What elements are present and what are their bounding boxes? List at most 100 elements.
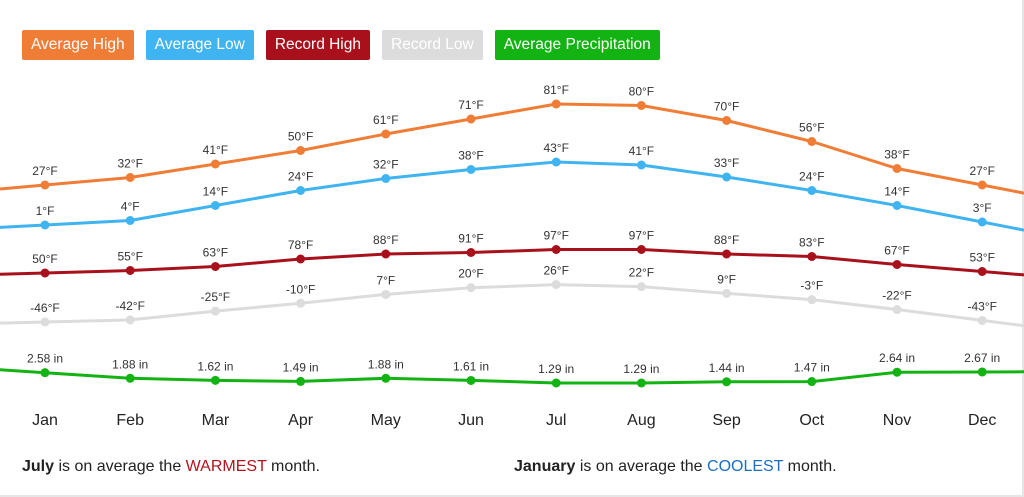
data-label-avg-low: 33°F [714, 156, 739, 170]
data-point-avg-high[interactable] [892, 164, 902, 173]
data-point-avg-low[interactable] [40, 220, 50, 230]
data-point-record-high[interactable] [722, 249, 732, 259]
x-tick-label: Aug [627, 412, 655, 429]
data-label-avg-low: 14°F [884, 185, 909, 199]
data-point-avg-high[interactable] [296, 146, 306, 155]
data-point-avg-low[interactable] [722, 172, 732, 182]
data-point-record-low[interactable] [722, 288, 732, 298]
data-point-avg-precip[interactable] [636, 378, 646, 388]
data-point-record-high[interactable] [466, 248, 476, 257]
data-label-avg-low: 32°F [373, 158, 398, 172]
data-point-record-low[interactable] [210, 306, 220, 316]
data-label-record-low: -43°F [967, 299, 996, 313]
data-label-avg-high: 32°F [117, 157, 142, 171]
data-label-avg-high: 56°F [799, 121, 824, 135]
warmest-text: is on average the [54, 458, 186, 475]
data-point-record-low[interactable] [466, 283, 476, 293]
data-point-record-high[interactable] [40, 268, 50, 278]
data-point-avg-precip[interactable] [807, 377, 817, 387]
data-point-avg-high[interactable] [466, 114, 476, 124]
x-tick-label: Feb [116, 412, 144, 429]
data-point-record-low[interactable] [381, 289, 391, 299]
data-point-avg-high[interactable] [125, 173, 135, 182]
data-point-avg-low[interactable] [892, 201, 902, 210]
legend-average-high[interactable]: Average High [22, 30, 134, 60]
series-line-avg-precip [0, 368, 1024, 385]
data-point-record-high[interactable] [892, 260, 902, 269]
data-label-record-high: 63°F [203, 246, 228, 260]
data-label-record-high: 97°F [543, 229, 568, 243]
series-line-avg-low [0, 160, 1024, 232]
x-tick-label: Jul [546, 412, 566, 429]
data-point-avg-precip[interactable] [892, 367, 902, 377]
data-point-avg-low[interactable] [466, 165, 476, 174]
data-point-avg-low[interactable] [210, 201, 220, 210]
data-label-record-high: 83°F [799, 236, 824, 250]
data-point-record-low[interactable] [40, 317, 50, 327]
data-label-avg-low: 14°F [203, 185, 228, 199]
data-point-avg-precip[interactable] [125, 373, 135, 383]
coolest-text: is on average the [575, 458, 708, 475]
data-point-avg-high[interactable] [977, 180, 987, 190]
data-label-avg-precip: 1.47 in [794, 361, 830, 375]
data-point-avg-precip[interactable] [296, 376, 306, 386]
data-label-record-low: 22°F [629, 266, 654, 280]
data-point-record-high[interactable] [296, 254, 306, 264]
data-label-record-low: 9°F [717, 272, 736, 286]
data-point-avg-precip[interactable] [977, 367, 987, 377]
data-point-avg-precip[interactable] [722, 377, 732, 387]
data-point-avg-precip[interactable] [210, 375, 220, 385]
data-point-record-low[interactable] [636, 282, 646, 292]
legend-average-precipitation[interactable]: Average Precipitation [494, 30, 660, 60]
data-point-avg-low[interactable] [381, 174, 391, 183]
data-point-record-low[interactable] [296, 298, 306, 308]
data-label-record-low: -46°F [30, 301, 59, 315]
data-point-record-high[interactable] [551, 245, 561, 254]
x-tick-label: Nov [883, 412, 911, 429]
data-point-avg-precip[interactable] [466, 375, 476, 385]
warmest-month-summary: July is on average the WARMEST month. [22, 458, 320, 476]
data-point-record-low[interactable] [551, 280, 561, 290]
data-label-avg-precip: 1.61 in [453, 359, 489, 373]
data-point-avg-high[interactable] [636, 101, 646, 110]
data-label-avg-high: 38°F [884, 148, 909, 162]
x-tick-label: Mar [202, 412, 230, 429]
data-label-avg-low: 38°F [458, 149, 483, 163]
data-label-avg-precip: 2.67 in [964, 351, 1000, 365]
data-point-record-low[interactable] [807, 295, 817, 305]
data-point-avg-high[interactable] [381, 129, 391, 139]
legend: Average High Average Low Record High Rec… [22, 30, 660, 60]
data-label-avg-low: 43°F [543, 141, 568, 155]
data-point-record-high[interactable] [977, 267, 987, 276]
data-point-record-high[interactable] [807, 252, 817, 261]
data-point-record-low[interactable] [892, 305, 902, 315]
data-point-record-high[interactable] [636, 245, 646, 254]
data-point-record-high[interactable] [125, 266, 135, 275]
coolest-word: COOLEST [707, 458, 784, 475]
data-point-record-high[interactable] [210, 262, 220, 271]
data-point-avg-high[interactable] [40, 180, 50, 190]
data-point-record-low[interactable] [125, 315, 135, 325]
data-point-avg-low[interactable] [551, 157, 561, 167]
series-line-record-high [0, 248, 1024, 277]
data-label-avg-high: 80°F [629, 85, 654, 99]
data-point-avg-precip[interactable] [40, 368, 50, 378]
data-point-avg-precip[interactable] [381, 373, 391, 383]
legend-record-low[interactable]: Record Low [382, 30, 483, 60]
legend-record-high[interactable]: Record High [265, 30, 370, 60]
data-point-avg-high[interactable] [210, 159, 220, 169]
data-point-avg-high[interactable] [722, 116, 732, 125]
data-point-avg-low[interactable] [977, 217, 987, 227]
data-point-avg-precip[interactable] [551, 378, 561, 388]
data-point-avg-high[interactable] [551, 99, 561, 109]
data-point-avg-low[interactable] [125, 216, 135, 225]
data-point-avg-low[interactable] [807, 186, 817, 195]
data-point-avg-low[interactable] [636, 160, 646, 170]
data-label-avg-high: 61°F [373, 113, 398, 127]
legend-average-low[interactable]: Average Low [145, 30, 254, 60]
data-point-avg-low[interactable] [296, 186, 306, 195]
data-point-record-high[interactable] [381, 249, 391, 259]
data-point-avg-high[interactable] [807, 137, 817, 146]
data-label-avg-high: 70°F [714, 100, 739, 114]
data-point-record-low[interactable] [977, 315, 987, 325]
